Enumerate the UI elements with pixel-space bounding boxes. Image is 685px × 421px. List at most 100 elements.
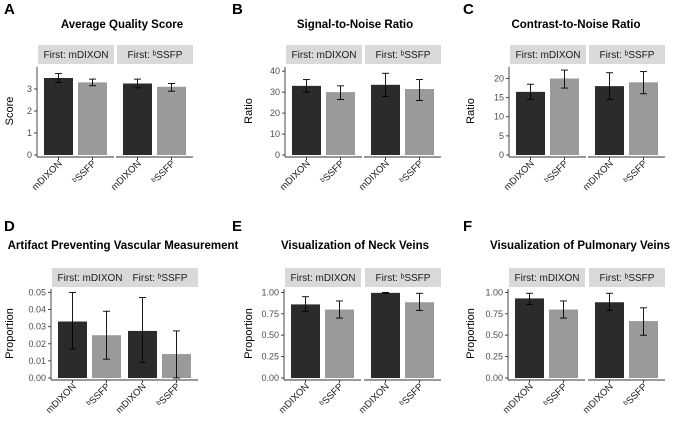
facet-strip-label: First: mDIXON	[44, 50, 109, 61]
facet-strip-label: First: ᵇSSFP	[133, 273, 188, 284]
facet-first-mdixon: First: mDIXON mDIXON ᵇSSFP	[502, 45, 586, 193]
x-category-label: mDIXON	[581, 381, 616, 416]
y-tick-label: 0.03	[28, 322, 46, 332]
facet-strip-label: First: mDIXON	[516, 50, 581, 61]
x-category-label: mDIXON	[109, 158, 144, 193]
panel-title: Artifact Preventing Vascular Measurement	[8, 240, 239, 252]
y-tick-label: 0	[27, 150, 32, 160]
facet-strip	[510, 45, 586, 64]
y-tick-label: 0.00	[28, 373, 46, 383]
y-tick-label: 5	[499, 131, 504, 141]
facet-first-mdixon: First: mDIXON mDIXON ᵇSSFP	[278, 45, 362, 193]
facet-strip	[285, 268, 361, 287]
y-tick-label: 0.50	[485, 330, 503, 340]
bar-mdixon	[515, 298, 544, 378]
y-axis-title: Proportion	[465, 308, 477, 359]
facet-strip	[122, 268, 198, 287]
facet-strip-label: First: mDIXON	[291, 273, 356, 284]
x-category-label: ᵇSSFP	[318, 381, 346, 409]
y-tick-label: 0.01	[28, 356, 46, 366]
facet-strip	[52, 268, 128, 287]
y-tick-label: 0.00	[261, 373, 279, 383]
y-axis-title: Proportion	[243, 308, 255, 359]
y-tick-label: 1.00	[261, 287, 279, 297]
bar-mdixon	[292, 85, 321, 155]
panel-letter: D	[4, 218, 15, 235]
x-category-label: ᵇSSFP	[85, 381, 113, 409]
x-category-label: ᵇSSFP	[622, 381, 650, 409]
x-category-label: mDIXON	[114, 381, 149, 416]
bar-bssfp	[157, 86, 186, 155]
x-category-label: mDIXON	[277, 381, 312, 416]
bar-mdixon	[291, 304, 320, 378]
y-axis-title: Ratio	[465, 98, 477, 124]
y-tick-label: 0.02	[28, 339, 46, 349]
x-category-label: mDIXON	[44, 381, 79, 416]
x-category-label: mDIXON	[581, 158, 616, 193]
panel-title: Visualization of Pulmonary Veins	[490, 240, 670, 252]
y-tick-label: 3	[27, 84, 32, 94]
x-category-label: mDIXON	[501, 381, 536, 416]
x-category-label: mDIXON	[357, 158, 392, 193]
facet-strip-label: First: ᵇSSFP	[128, 50, 183, 61]
bar-bssfp	[325, 309, 354, 378]
x-category-label: mDIXON	[278, 158, 313, 193]
facet-first-bssfp: First: ᵇSSFP mDIXON ᵇSSFP	[581, 268, 665, 416]
panel-letter: A	[4, 1, 15, 18]
facet-first-bssfp: First: ᵇSSFP mDIXON ᵇSSFP	[109, 45, 193, 193]
bar-bssfp	[78, 82, 107, 155]
facet-strip-label: First: ᵇSSFP	[376, 273, 431, 284]
panel-letter: B	[232, 1, 243, 18]
bar-bssfp	[549, 309, 578, 378]
y-tick-label: 10	[270, 129, 280, 139]
bar-mdixon	[123, 83, 152, 155]
y-tick-label: 0.75	[485, 309, 503, 319]
x-category-label: ᵇSSFP	[155, 381, 183, 409]
y-tick-label: 20	[270, 108, 280, 118]
facet-first-bssfp: First: ᵇSSFP mDIXON ᵇSSFP	[581, 45, 665, 193]
facet-strip-label: First: ᵇSSFP	[376, 50, 431, 61]
facet-strip	[286, 45, 362, 64]
x-category-label: mDIXON	[30, 158, 65, 193]
facet-first-mdixon: First: mDIXON mDIXON ᵇSSFP	[277, 268, 361, 416]
bar-mdixon	[371, 292, 400, 378]
facet-strip	[365, 45, 441, 64]
panel-e: E Visualization of Neck Veins Proportion 0.…	[232, 218, 441, 416]
facet-strip	[365, 268, 441, 287]
bar-bssfp	[629, 82, 658, 155]
facet-strip-label: First: ᵇSSFP	[600, 273, 655, 284]
y-tick-label: 40	[270, 66, 280, 76]
x-category-label: ᵇSSFP	[71, 158, 99, 186]
x-category-label: ᵇSSFP	[542, 381, 570, 409]
y-tick-label: 0	[499, 150, 504, 160]
x-category-label: ᵇSSFP	[543, 158, 571, 186]
facet-strip	[38, 45, 114, 64]
facet-first-bssfp: First: ᵇSSFP mDIXON ᵇSSFP	[357, 45, 441, 193]
facet-strip-label: First: mDIXON	[58, 273, 123, 284]
y-tick-label: 0	[275, 150, 280, 160]
facet-first-mdixon: First: mDIXON mDIXON ᵇSSFP	[501, 268, 585, 416]
facet-first-mdixon: First: mDIXON mDIXON ᵇSSFP	[30, 45, 114, 193]
y-axis-title: Proportion	[4, 308, 16, 359]
bar-bssfp	[550, 78, 579, 155]
y-tick-label: 1	[27, 128, 32, 138]
facet-first-bssfp: First: ᵇSSFP mDIXON ᵇSSFP	[357, 268, 441, 416]
x-category-label: ᵇSSFP	[319, 158, 347, 186]
panel-letter: F	[463, 218, 472, 235]
x-category-label: ᵇSSFP	[398, 158, 426, 186]
y-tick-label: 0.50	[261, 330, 279, 340]
x-category-label: ᵇSSFP	[150, 158, 178, 186]
panel-title: Contrast-to-Noise Ratio	[511, 19, 640, 31]
bar-mdixon	[595, 302, 624, 378]
facet-strip	[589, 268, 665, 287]
x-category-label: mDIXON	[502, 158, 537, 193]
bar-mdixon	[44, 78, 73, 155]
y-axis-title: Ratio	[243, 98, 255, 124]
y-tick-label: 0.75	[261, 309, 279, 319]
y-tick-label: 0.00	[485, 373, 503, 383]
facet-strip-label: First: mDIXON	[515, 273, 580, 284]
y-tick-label: 20	[494, 73, 504, 83]
y-tick-label: 2	[27, 106, 32, 116]
